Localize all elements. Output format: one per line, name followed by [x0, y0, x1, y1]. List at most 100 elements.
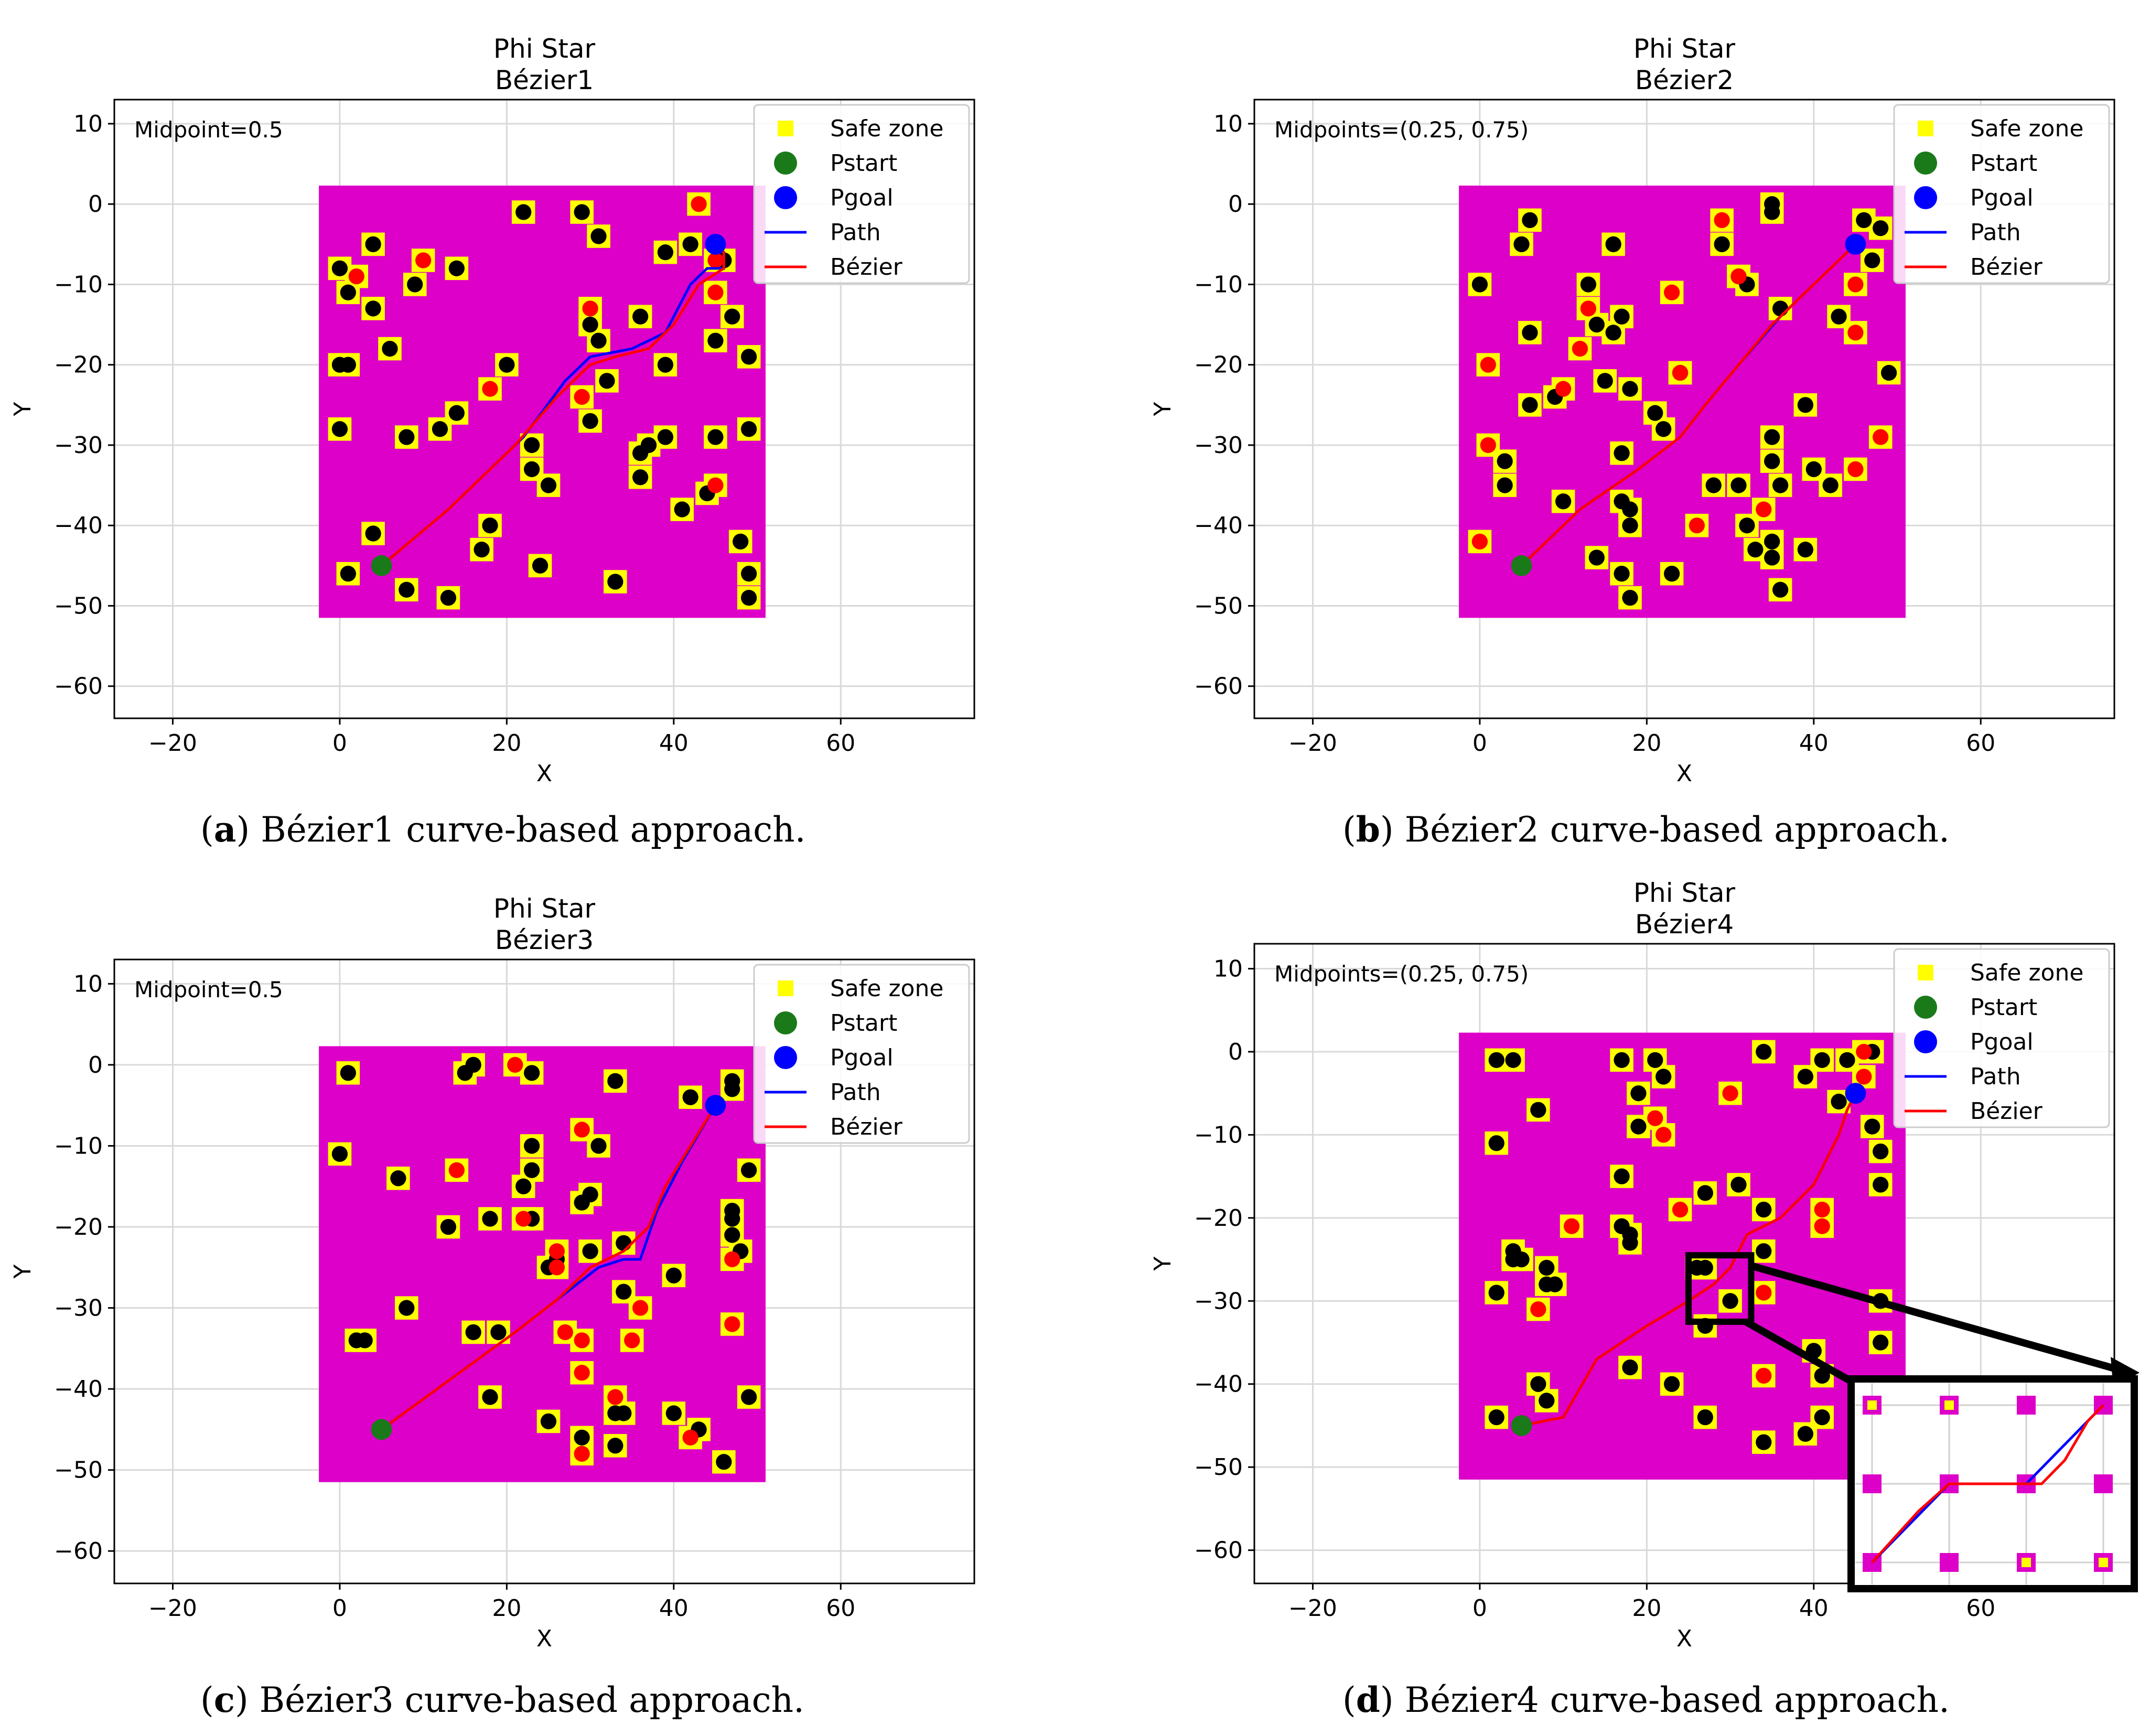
- legend-entry-label: Pgoal: [830, 185, 894, 211]
- obstacle-point: [1764, 533, 1780, 549]
- obstacle-point: [1697, 1185, 1713, 1201]
- chart-title: Phi Star: [1633, 34, 1736, 64]
- legend-entry-label: Path: [830, 1079, 881, 1106]
- caption-letter: d: [1356, 1679, 1380, 1720]
- x-tick-label: 40: [659, 1595, 689, 1622]
- obstacle-point: [365, 300, 381, 317]
- legend-safe-zone-swatch: [1918, 965, 1933, 980]
- obstacle-point: [1614, 1052, 1630, 1068]
- obstacle-point: [640, 437, 657, 454]
- legend-entry-label: Pstart: [1970, 150, 2037, 177]
- legend-safe-zone-swatch: [778, 980, 793, 996]
- x-tick-label: 40: [1799, 1595, 1829, 1622]
- obstacle-point: [1747, 542, 1764, 558]
- midpoint-annotation: Midpoints=(0.25, 0.75): [1274, 117, 1529, 143]
- red-obstacle-point: [1563, 1218, 1580, 1234]
- obstacle-point: [448, 260, 465, 276]
- obstacle-point: [1864, 252, 1880, 268]
- inset-safe-node: [2099, 1558, 2108, 1567]
- obstacle-point: [1530, 1102, 1546, 1118]
- figure-caption: (d) Bézier4 curve-based approach.: [1342, 1679, 1950, 1720]
- obstacle-point: [682, 1089, 698, 1105]
- obstacle-point: [1630, 1118, 1647, 1135]
- x-axis-label: X: [536, 1625, 552, 1652]
- red-obstacle-point: [1480, 357, 1496, 373]
- obstacle-point: [1663, 566, 1680, 582]
- y-tick-label: −60: [54, 1538, 103, 1565]
- x-tick-label: 0: [1472, 1595, 1487, 1622]
- red-obstacle-point: [1814, 1201, 1830, 1218]
- obstacle-point: [740, 590, 757, 606]
- red-obstacle-point: [1714, 212, 1730, 228]
- y-tick-label: 0: [88, 1052, 103, 1079]
- obstacle-point: [1530, 1376, 1546, 1392]
- obstacle-point: [1622, 1359, 1638, 1376]
- red-obstacle-point: [1672, 1201, 1689, 1218]
- chart-title: Phi Star: [493, 34, 596, 64]
- inset-node: [1863, 1474, 1882, 1493]
- obstacle-point: [1614, 445, 1630, 461]
- obstacle-point: [599, 373, 615, 389]
- obstacle-point: [482, 1211, 498, 1227]
- obstacle-point: [1488, 1052, 1504, 1068]
- obstacle-point: [1705, 477, 1722, 493]
- x-tick-label: 20: [1632, 1595, 1661, 1622]
- red-obstacle-point: [1647, 1110, 1663, 1126]
- inset-node: [1940, 1553, 1959, 1572]
- obstacle-point: [1547, 1276, 1563, 1292]
- obstacle-point: [523, 1162, 540, 1178]
- y-tick-label: 10: [1213, 111, 1243, 137]
- bezier-curve: [381, 1104, 717, 1431]
- legend-box: [753, 964, 970, 1144]
- zoom-region-box: [1685, 1252, 1755, 1325]
- obstacle-point: [499, 357, 515, 373]
- legend-box: [1893, 948, 2110, 1128]
- red-obstacle-point: [582, 300, 598, 317]
- obstacle-point: [340, 1065, 356, 1081]
- y-axis-label: Y: [9, 1264, 36, 1279]
- obstacle-point: [1831, 308, 1847, 325]
- red-obstacle-point: [574, 1365, 590, 1381]
- obstacle-point: [1764, 453, 1780, 469]
- y-tick-label: −30: [54, 1295, 103, 1322]
- obstacle-point: [1588, 316, 1605, 333]
- start-point: [371, 555, 392, 576]
- x-tick-label: 40: [659, 730, 689, 757]
- x-tick-label: −20: [148, 730, 197, 757]
- red-obstacle-point: [1856, 1069, 1872, 1085]
- legend-goal-swatch: [774, 1046, 797, 1069]
- x-tick-label: 0: [332, 1595, 347, 1622]
- chart-title: Phi Star: [1633, 878, 1736, 908]
- y-tick-label: −50: [1194, 592, 1243, 619]
- y-tick-label: 0: [1228, 191, 1243, 218]
- chart-panel-3: −20 0 20 40 60 10 0 −10 −20 −30 −40 −50 −60 X Y Phi Sta…: [9, 893, 975, 1652]
- legend-entry-label: Bézier: [830, 1114, 903, 1140]
- caption-text: ) Bézier4 curve-based approach.: [1380, 1680, 1950, 1720]
- legend-box: [1893, 104, 2110, 284]
- obstacle-point: [1714, 236, 1730, 252]
- legend-entry-label: Path: [1970, 219, 2021, 246]
- obstacle-point: [590, 228, 607, 244]
- obstacle-point: [515, 204, 532, 220]
- red-obstacle-point: [724, 1316, 740, 1332]
- legend-entry-label: Safe zone: [830, 975, 943, 1002]
- obstacle-point: [340, 566, 356, 582]
- obstacle-point: [1822, 477, 1839, 493]
- obstacle-point: [1488, 1409, 1504, 1426]
- obstacle-point: [1647, 405, 1663, 421]
- y-tick-label: 10: [73, 971, 103, 997]
- obstacle-point: [1873, 1177, 1889, 1193]
- obstacle-point: [331, 421, 348, 437]
- y-tick-label: −40: [54, 512, 103, 539]
- obstacle-point: [1488, 1285, 1504, 1301]
- inset-safe-node: [1944, 1400, 1954, 1410]
- red-obstacle-point: [448, 1162, 465, 1178]
- red-obstacle-point: [1814, 1218, 1830, 1234]
- red-obstacle-point: [707, 477, 724, 493]
- obstacle-point: [1471, 276, 1488, 293]
- y-tick-label: −40: [1194, 512, 1243, 539]
- obstacle-point: [1756, 1243, 1772, 1259]
- red-obstacle-point: [632, 1300, 649, 1316]
- red-obstacle-point: [415, 252, 432, 268]
- bezier-curve: [380, 243, 725, 567]
